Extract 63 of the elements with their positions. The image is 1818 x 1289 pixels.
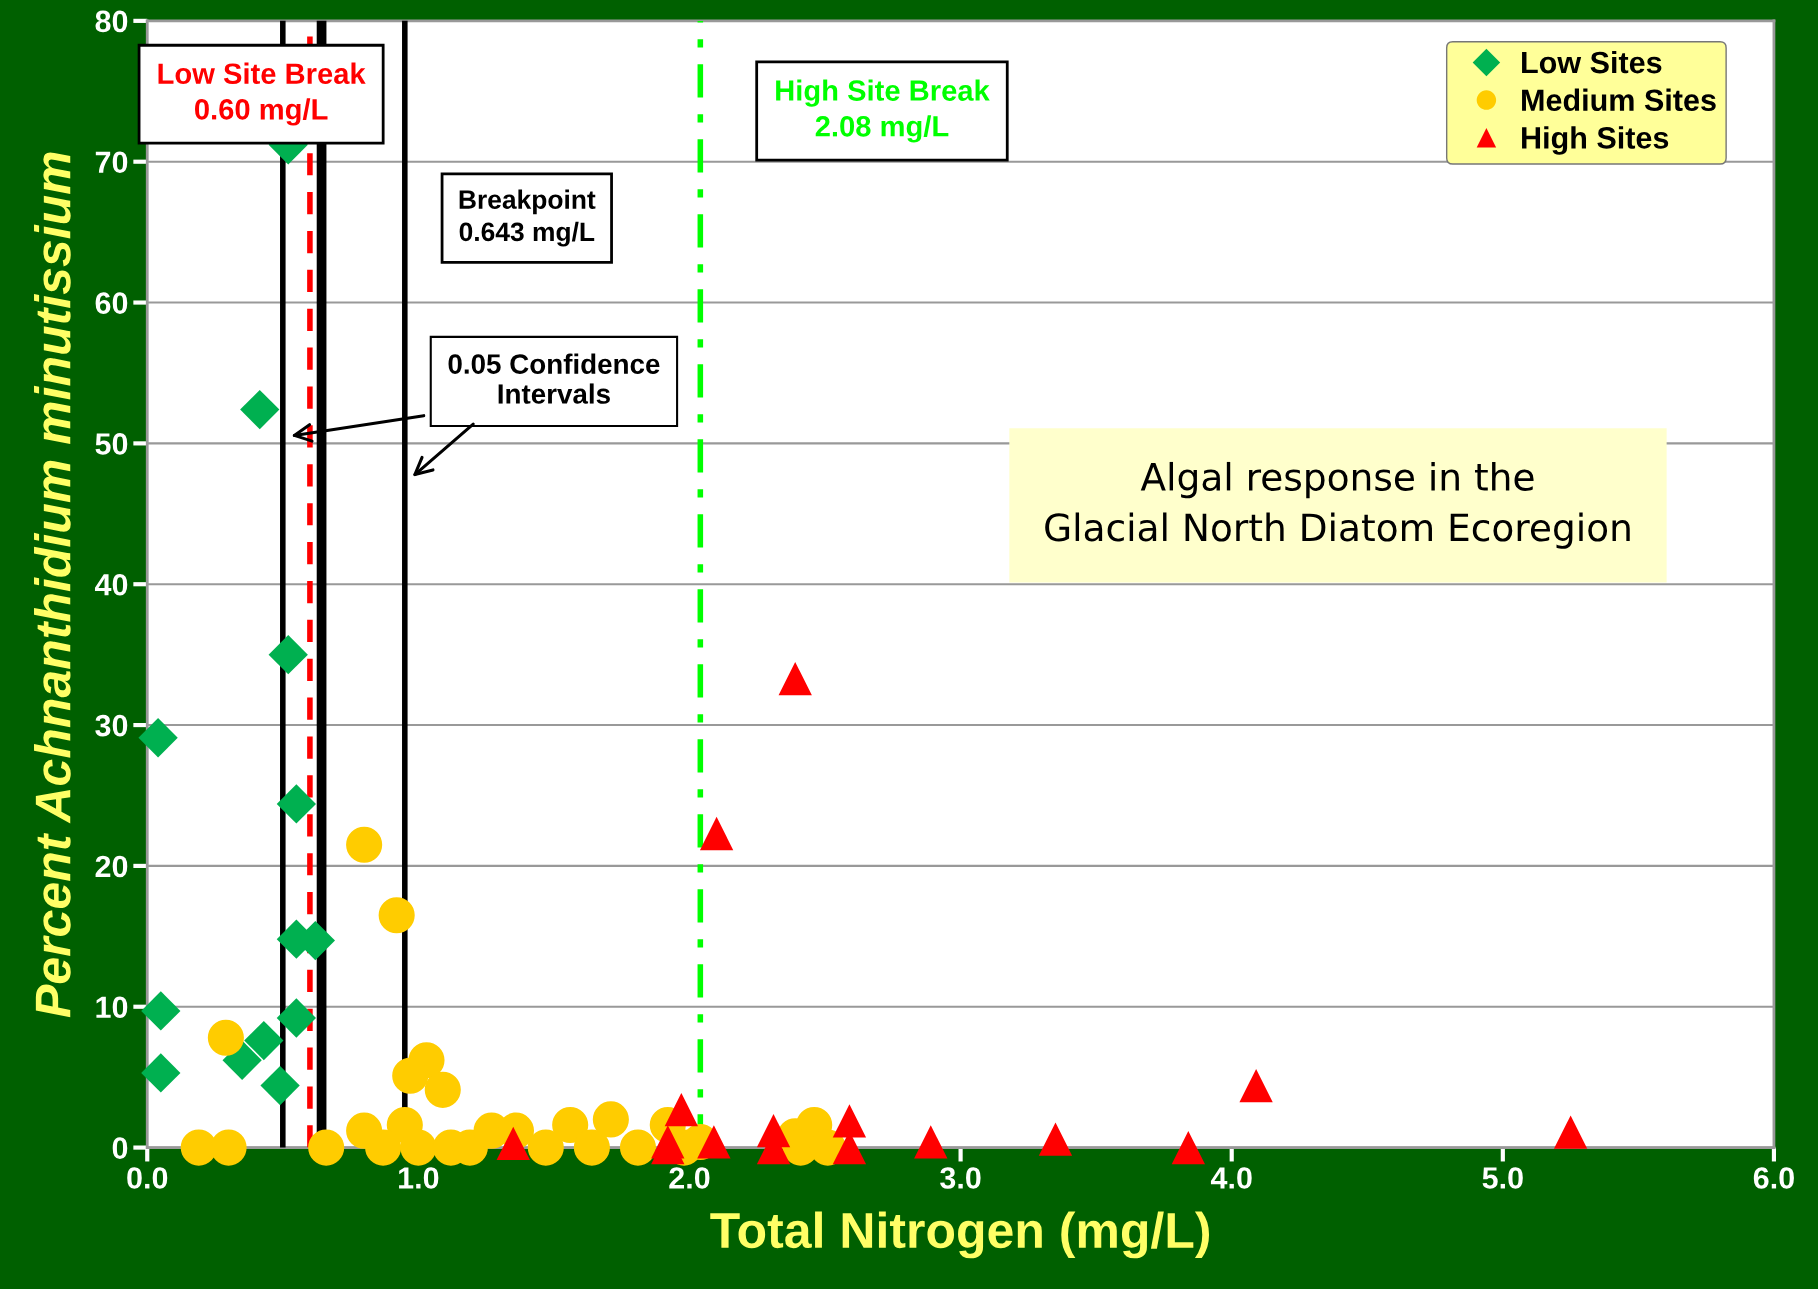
annotation: 0.05 Confidence Intervals xyxy=(448,353,660,404)
point xyxy=(244,1020,284,1061)
point xyxy=(1171,1130,1205,1165)
legend-label: Low Sites xyxy=(1522,50,1662,74)
y-tick-label: 30 xyxy=(95,714,128,737)
y-axis-title: Percent Achnanthidium minutissium xyxy=(34,152,71,1018)
x-axis-title: Total Nitrogen (mg/L) xyxy=(710,1211,1210,1259)
x-tick-label: 1.0 xyxy=(399,1167,439,1189)
point xyxy=(346,826,383,863)
y-tick-label: 70 xyxy=(95,151,128,174)
point xyxy=(276,784,316,824)
point xyxy=(496,1126,530,1161)
point xyxy=(138,718,178,758)
x-tick-label: 4.0 xyxy=(1210,1167,1252,1189)
point xyxy=(832,1104,867,1138)
point xyxy=(308,1129,345,1166)
point xyxy=(592,1101,629,1138)
x-tick-label: 0.0 xyxy=(127,1167,168,1189)
point xyxy=(664,1092,699,1127)
point xyxy=(210,1129,247,1166)
point xyxy=(1239,1068,1273,1103)
point xyxy=(365,1129,402,1166)
ref-line-label: Low Site Break 0.60 mg/L xyxy=(158,62,366,126)
point xyxy=(697,1125,731,1159)
y-tick-label: 60 xyxy=(95,292,128,314)
point xyxy=(207,1019,244,1056)
ref-line-label: High Site Break 2.08 mg/L xyxy=(776,79,990,143)
point xyxy=(424,1071,461,1108)
point xyxy=(268,635,308,675)
y-tick-label: 0 xyxy=(112,1137,128,1159)
x-tick-label: 6.0 xyxy=(1753,1167,1794,1189)
point xyxy=(378,897,415,934)
point xyxy=(222,1040,262,1080)
point xyxy=(141,991,181,1031)
point xyxy=(276,998,316,1038)
point xyxy=(914,1125,948,1159)
point xyxy=(1038,1122,1073,1156)
point xyxy=(260,1065,300,1106)
legend-label: Medium Sites xyxy=(1522,88,1716,112)
point xyxy=(552,1106,589,1144)
point xyxy=(1553,1115,1588,1149)
point xyxy=(778,661,812,696)
y-tick-label: 50 xyxy=(95,433,128,455)
point xyxy=(141,1053,181,1093)
point xyxy=(240,389,280,430)
annotation: Breakpoint 0.643 mg/L xyxy=(459,189,596,247)
point xyxy=(699,816,734,851)
y-tick-label: 40 xyxy=(94,573,128,596)
point xyxy=(392,1057,429,1094)
point xyxy=(400,1129,437,1166)
annotation: Algal response in the Glacial North Diatom Ecoregion xyxy=(1045,461,1630,549)
x-tick-label: 5.0 xyxy=(1482,1167,1523,1189)
y-tick-label: 20 xyxy=(95,855,128,878)
legend-label: High Sites xyxy=(1522,126,1669,155)
point xyxy=(573,1129,610,1166)
point xyxy=(180,1129,217,1166)
point xyxy=(527,1129,564,1166)
x-tick-label: 2.0 xyxy=(669,1167,710,1189)
y-tick-label: 80 xyxy=(95,10,128,33)
point xyxy=(651,1125,685,1159)
y-tick-label: 10 xyxy=(96,996,128,1019)
x-tick-label: 3.0 xyxy=(940,1167,981,1189)
point xyxy=(619,1129,657,1166)
